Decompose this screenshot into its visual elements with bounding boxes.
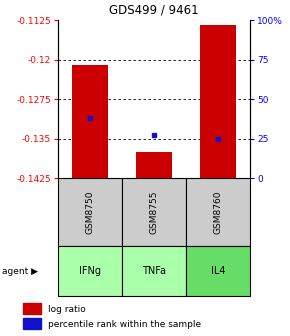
FancyBboxPatch shape bbox=[58, 178, 122, 246]
Text: GSM8760: GSM8760 bbox=[213, 190, 222, 234]
Text: percentile rank within the sample: percentile rank within the sample bbox=[48, 320, 201, 329]
Bar bbox=[23, 303, 41, 313]
FancyBboxPatch shape bbox=[58, 246, 122, 296]
FancyBboxPatch shape bbox=[122, 178, 186, 246]
Text: log ratio: log ratio bbox=[48, 305, 86, 314]
Text: GSM8750: GSM8750 bbox=[86, 190, 95, 234]
Text: IFNg: IFNg bbox=[79, 266, 101, 276]
Bar bbox=[200, 25, 235, 178]
FancyBboxPatch shape bbox=[186, 178, 250, 246]
FancyBboxPatch shape bbox=[122, 246, 186, 296]
Text: IL4: IL4 bbox=[211, 266, 225, 276]
FancyBboxPatch shape bbox=[186, 246, 250, 296]
Text: TNFa: TNFa bbox=[142, 266, 166, 276]
Text: agent ▶: agent ▶ bbox=[2, 266, 38, 276]
Text: GSM8755: GSM8755 bbox=[150, 190, 159, 234]
Text: GDS499 / 9461: GDS499 / 9461 bbox=[109, 3, 199, 16]
Bar bbox=[72, 65, 108, 178]
Bar bbox=[136, 152, 172, 178]
Bar bbox=[23, 318, 41, 329]
